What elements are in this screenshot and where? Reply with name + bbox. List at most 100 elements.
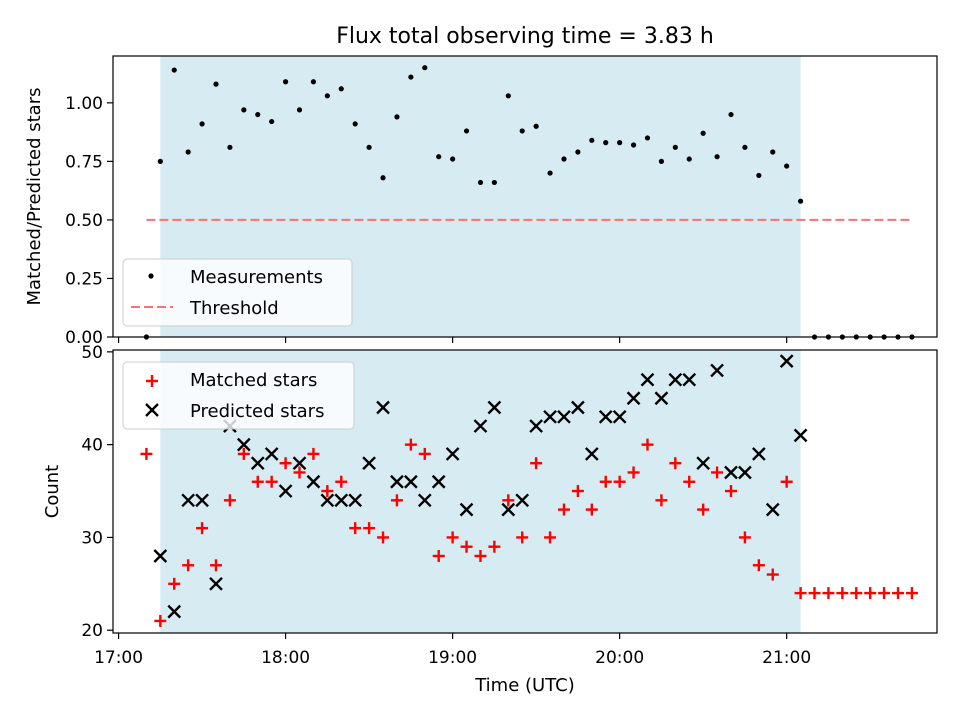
bottom-y-axis: 20 30 40 50 xyxy=(81,343,113,641)
measurement-point xyxy=(797,198,804,204)
matched-star-point xyxy=(655,494,668,507)
matched-star-point xyxy=(711,466,724,479)
matched-star-point xyxy=(516,531,529,544)
predicted-star-point xyxy=(376,400,390,415)
matched-star-point xyxy=(335,475,348,488)
predicted-star-point xyxy=(710,363,724,378)
matched-star-point xyxy=(641,438,654,451)
predicted-star-point xyxy=(751,447,766,461)
measurement-point xyxy=(728,111,734,118)
legend-matched-marker xyxy=(146,375,158,387)
predicted-star-point xyxy=(390,474,404,489)
matched-star-point xyxy=(363,522,376,535)
predicted-star-point xyxy=(306,474,321,489)
measurement-point xyxy=(394,114,400,120)
measurement-point xyxy=(519,128,525,134)
matched-star-point xyxy=(210,559,222,572)
predicted-star-point xyxy=(640,372,655,387)
predicted-star-point xyxy=(320,493,335,508)
chart-title: Flux total observing time = 3.83 h xyxy=(336,24,714,49)
x-tick-label: 21:00 xyxy=(762,648,811,668)
legend-threshold-label: Threshold xyxy=(189,298,279,319)
matched-star-point xyxy=(892,587,905,600)
matched-star-point xyxy=(808,587,821,600)
measurement-point xyxy=(338,86,344,92)
measurement-point xyxy=(630,142,637,148)
x-tick-label: 20:00 xyxy=(595,648,644,668)
measurement-point xyxy=(366,144,372,150)
predicted-star-point xyxy=(696,456,711,471)
legend-predicted-label: Predicted stars xyxy=(190,401,324,422)
predicted-star-point xyxy=(459,502,474,517)
measurement-point xyxy=(477,179,484,186)
matched-star-point xyxy=(613,475,626,488)
measurement-point xyxy=(589,137,595,143)
measurement-point xyxy=(213,81,219,87)
predicted-star-point xyxy=(195,493,209,508)
bottom-y-tick-label: 20 xyxy=(81,621,103,641)
measurement-point xyxy=(644,135,651,141)
matched-star-point xyxy=(168,577,181,590)
predicted-star-point xyxy=(250,456,265,471)
measurement-point xyxy=(617,140,623,146)
measurement-point xyxy=(157,158,163,164)
matched-star-point xyxy=(836,587,849,600)
measurement-point xyxy=(171,67,177,73)
measurement-point xyxy=(533,123,539,129)
predicted-stars-series xyxy=(153,354,808,619)
matched-star-point xyxy=(182,559,195,572)
measurement-point xyxy=(658,158,665,164)
measurement-point xyxy=(241,107,247,113)
measurement-point xyxy=(491,179,497,186)
matched-star-point xyxy=(822,587,835,600)
matched-star-point xyxy=(474,549,487,562)
matched-star-point xyxy=(223,494,236,507)
matched-star-point xyxy=(279,457,292,470)
predicted-star-point xyxy=(765,502,780,517)
measurement-point xyxy=(436,154,442,160)
measurement-point xyxy=(408,74,414,80)
top-y-tick-label: 0.50 xyxy=(65,211,103,231)
measurement-point xyxy=(269,118,275,125)
predicted-star-point xyxy=(501,502,516,517)
measurement-point xyxy=(310,79,317,85)
measurement-point xyxy=(603,140,609,146)
matched-star-point xyxy=(488,540,501,553)
predicted-star-point xyxy=(348,493,363,508)
matched-star-point xyxy=(697,503,710,516)
top-y-tick-label: 1.00 xyxy=(65,94,103,114)
top-x-ticks xyxy=(117,337,788,343)
predicted-star-point xyxy=(264,447,279,461)
bottom-y-tick-label: 40 xyxy=(81,436,103,456)
matched-star-point xyxy=(878,587,891,600)
predicted-star-point xyxy=(278,484,293,498)
predicted-star-point xyxy=(292,456,307,471)
predicted-star-point xyxy=(362,456,376,471)
predicted-star-point xyxy=(584,447,599,461)
predicted-star-point xyxy=(167,604,182,619)
matched-star-point xyxy=(154,614,167,627)
matched-star-point xyxy=(738,531,751,544)
predicted-star-point xyxy=(654,391,669,406)
matched-star-point xyxy=(307,447,320,460)
predicted-star-point xyxy=(181,493,196,508)
measurement-point xyxy=(742,144,748,150)
predicted-star-point xyxy=(626,391,641,406)
matched-star-point xyxy=(669,457,682,470)
predicted-star-point xyxy=(682,372,697,387)
predicted-star-point xyxy=(571,400,585,415)
matched-star-point xyxy=(446,531,459,544)
matched-star-point xyxy=(293,466,306,479)
matched-star-point xyxy=(377,531,390,544)
matched-star-point xyxy=(725,485,737,498)
matched-star-point xyxy=(196,522,209,535)
predicted-star-point xyxy=(668,372,683,387)
bottom-panel: 20 30 40 50 17:00 18:00 19:00 20:00 21:00 Count… xyxy=(42,343,938,696)
predicted-star-point xyxy=(793,428,808,443)
bottom-axes-frame xyxy=(112,349,938,634)
x-tick-label: 18:00 xyxy=(261,648,310,668)
predicted-star-point xyxy=(779,354,794,368)
predicted-star-point xyxy=(404,474,418,489)
matched-star-point xyxy=(265,475,278,488)
matched-star-point xyxy=(460,540,473,553)
